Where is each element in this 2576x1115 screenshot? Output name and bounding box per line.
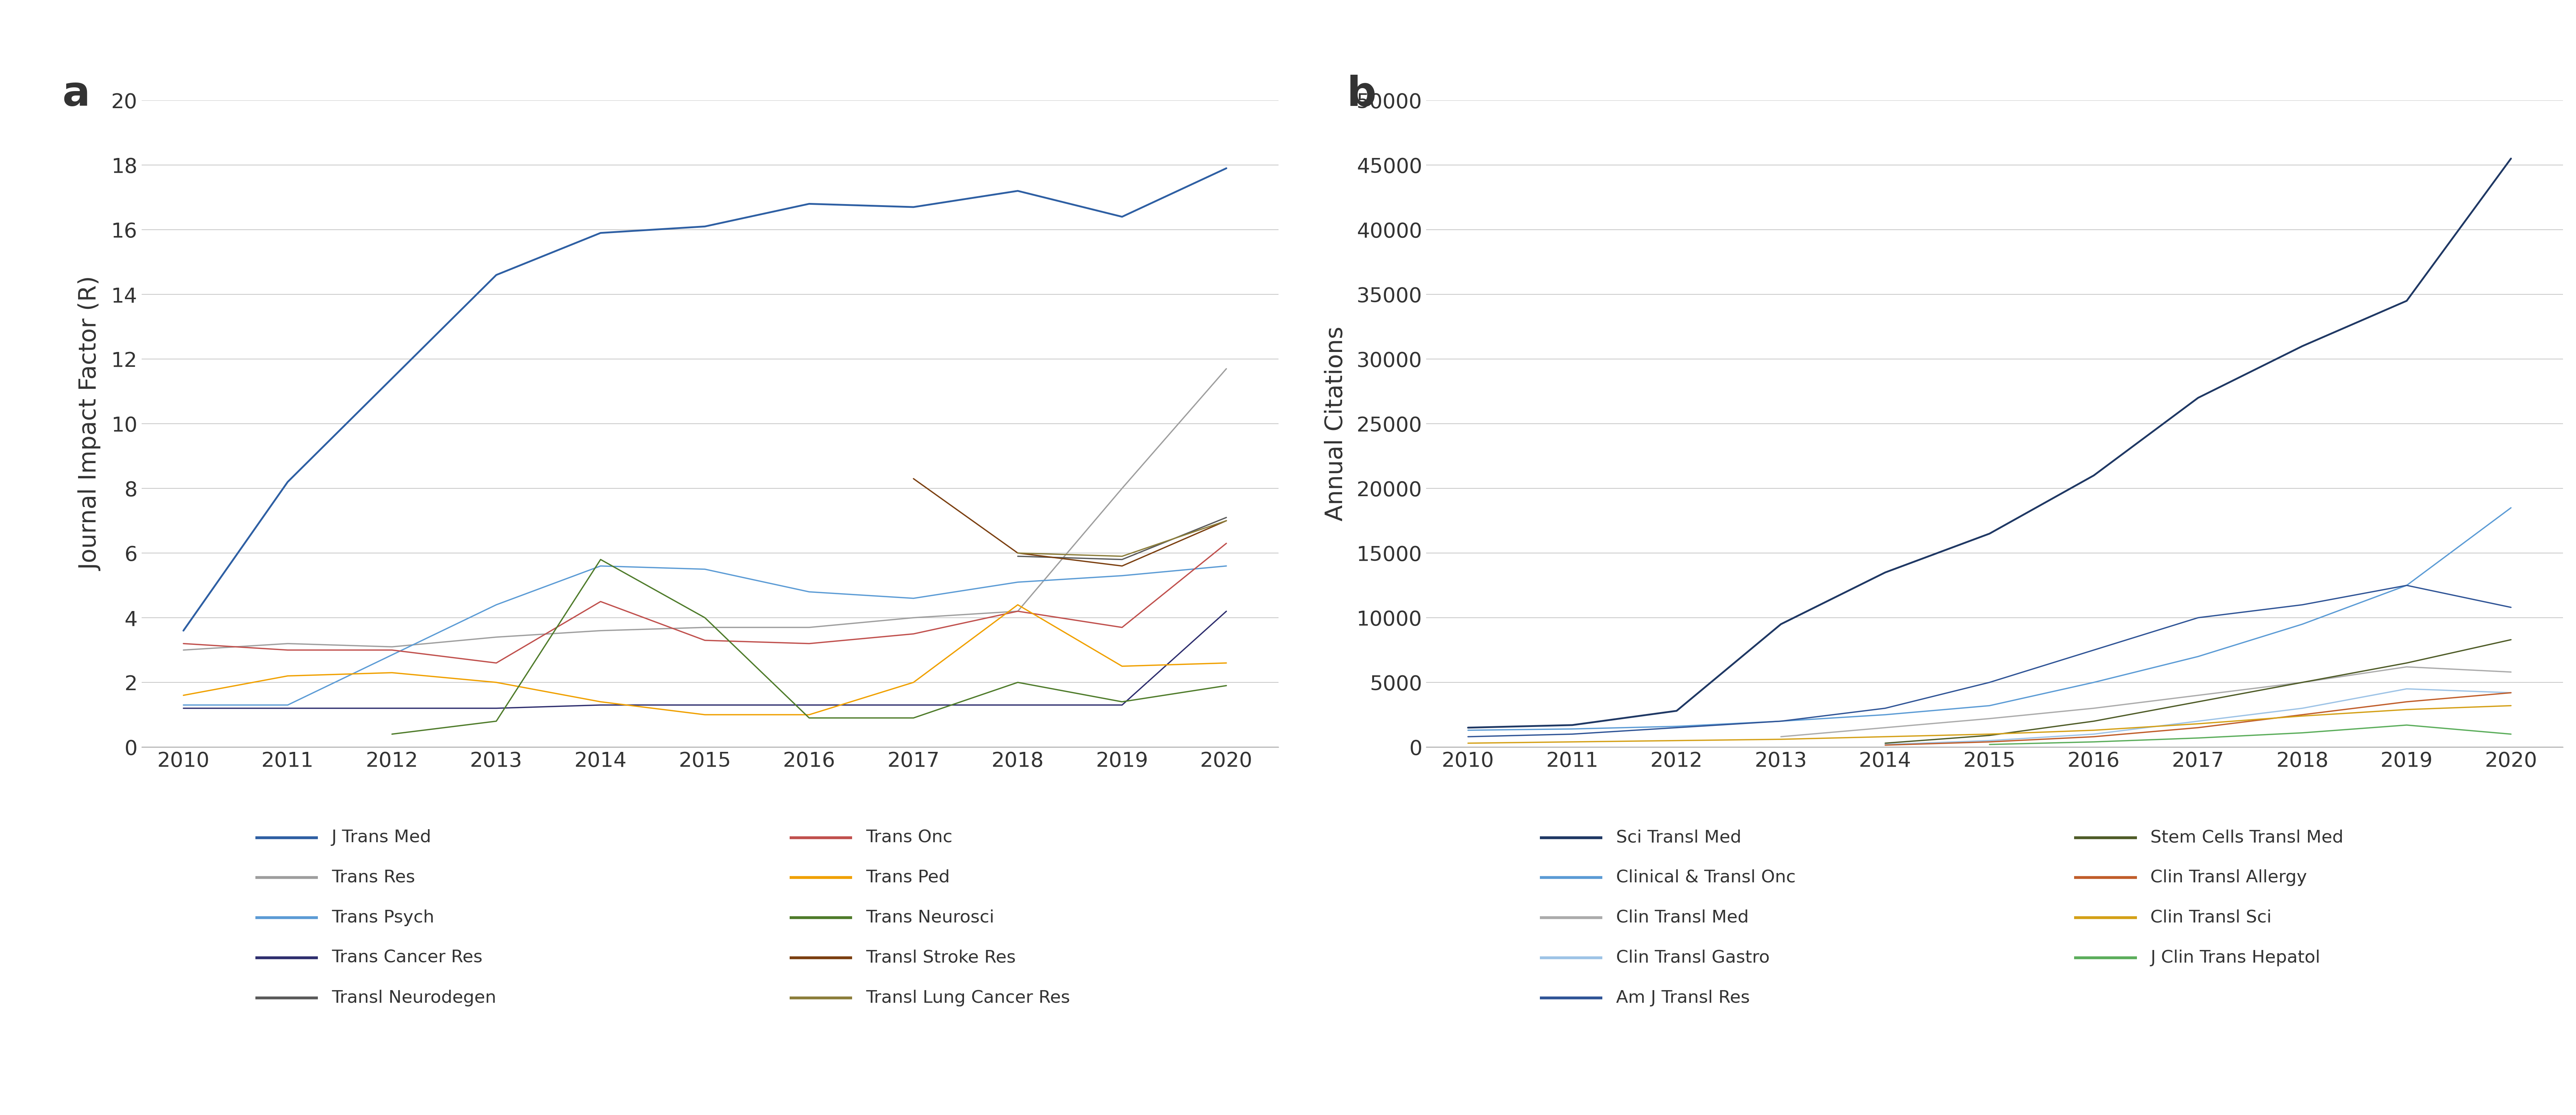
Text: Trans Ped: Trans Ped [866, 870, 951, 886]
Text: Clin Transl Gastro: Clin Transl Gastro [1615, 950, 1770, 967]
Text: Clin Transl Med: Clin Transl Med [1615, 910, 1749, 927]
Text: Trans Res: Trans Res [332, 870, 415, 886]
Text: Trans Psych: Trans Psych [332, 910, 435, 927]
Text: Transl Neurodegen: Transl Neurodegen [332, 990, 497, 1007]
Y-axis label: Annual Citations: Annual Citations [1324, 327, 1347, 521]
Text: a: a [62, 75, 90, 114]
Text: Clinical & Transl Onc: Clinical & Transl Onc [1615, 870, 1795, 886]
Text: Am J Transl Res: Am J Transl Res [1615, 990, 1749, 1007]
Text: Transl Lung Cancer Res: Transl Lung Cancer Res [866, 990, 1069, 1007]
Text: Transl Stroke Res: Transl Stroke Res [866, 950, 1015, 967]
Text: Clin Transl Allergy: Clin Transl Allergy [2151, 870, 2308, 886]
Text: Trans Onc: Trans Onc [866, 830, 953, 846]
Text: Trans Cancer Res: Trans Cancer Res [332, 950, 482, 967]
Text: J Clin Trans Hepatol: J Clin Trans Hepatol [2151, 950, 2321, 967]
Text: b: b [1347, 75, 1376, 114]
Text: Sci Transl Med: Sci Transl Med [1615, 830, 1741, 846]
Y-axis label: Journal Impact Factor (R): Journal Impact Factor (R) [80, 277, 103, 571]
Text: Clin Transl Sci: Clin Transl Sci [2151, 910, 2272, 927]
Text: Stem Cells Transl Med: Stem Cells Transl Med [2151, 830, 2344, 846]
Text: J Trans Med: J Trans Med [332, 830, 430, 846]
Text: Trans Neurosci: Trans Neurosci [866, 910, 994, 927]
